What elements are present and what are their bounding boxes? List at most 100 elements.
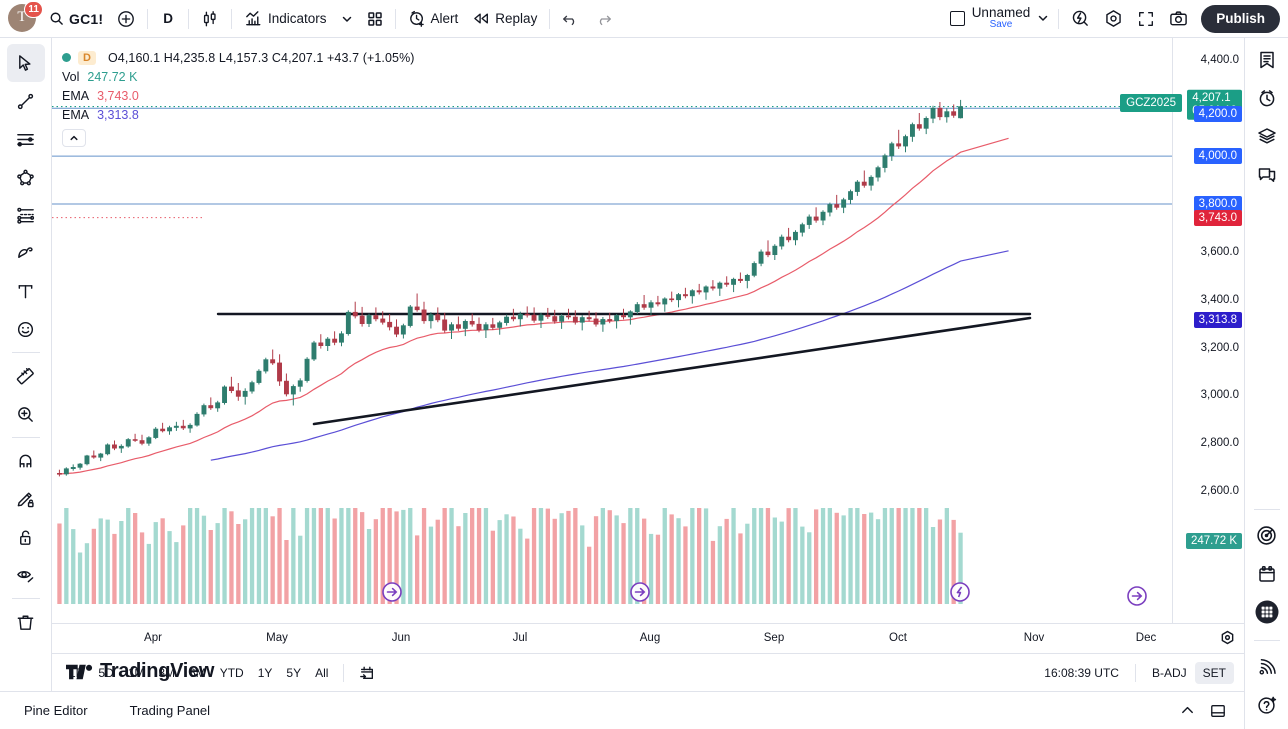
trend-line-tool[interactable] — [7, 82, 45, 120]
remove-drawings-tool[interactable] — [7, 603, 45, 641]
toolbar-divider — [188, 8, 189, 29]
volume-axis-tag[interactable]: 247.72 K — [1185, 533, 1242, 549]
price-tick-label: 4,400.0 — [1200, 54, 1239, 67]
redo-button[interactable] — [587, 5, 619, 33]
indicators-button[interactable]: Indicators — [237, 5, 334, 33]
range-5d[interactable]: 5D — [98, 665, 114, 680]
chart-area[interactable]: D O4,160.1 H4,235.8 L4,157.3 C4,207.1 +4… — [52, 38, 1244, 691]
range-5y[interactable]: 5Y — [286, 665, 302, 680]
help-question-icon[interactable] — [1249, 691, 1285, 719]
volume-value: 247.72 K — [87, 69, 138, 84]
text-tool[interactable] — [7, 272, 45, 310]
data-window-layers-icon[interactable] — [1249, 122, 1285, 150]
interval-button[interactable]: D — [153, 5, 183, 33]
interval-label: D — [163, 11, 173, 26]
range-3m[interactable]: 3M — [158, 665, 176, 680]
ema2-price-tag[interactable]: 3,313.8 — [1193, 312, 1242, 329]
legend-volume-row[interactable]: Vol 247.72 K — [62, 67, 415, 86]
ema1-label: EMA — [62, 88, 90, 103]
maximize-panel-icon[interactable] — [1210, 703, 1226, 719]
save-link[interactable]: Save — [989, 19, 1013, 31]
pitchfork-tool[interactable] — [7, 158, 45, 196]
right-sidebar — [1244, 38, 1288, 729]
emoji-tool[interactable] — [7, 310, 45, 348]
fullscreen-icon — [1137, 10, 1155, 28]
price-axis[interactable]: 4,400.0 4,200.0 4,000.0 3,800.0 3,600.0 3,400… — [1172, 38, 1244, 623]
calendar-icon[interactable] — [1249, 560, 1285, 588]
time-axis-settings-icon[interactable] — [1220, 630, 1235, 645]
range-6m[interactable]: 6M — [189, 665, 206, 680]
layout-save-button[interactable]: Unnamed Save — [946, 5, 1054, 31]
fullscreen-button[interactable] — [1130, 5, 1162, 33]
candlestick-icon — [201, 10, 219, 28]
price-pane[interactable] — [52, 38, 1172, 623]
price-level-tag-3800[interactable]: 3,800.0 — [1193, 195, 1242, 212]
range-1y[interactable]: 1Y — [257, 665, 273, 680]
future-replay-marker[interactable] — [1127, 586, 1147, 606]
time-tick-label: Nov — [1023, 632, 1045, 644]
chat-bubbles-icon[interactable] — [1249, 160, 1285, 188]
chart-canvas[interactable] — [52, 38, 1172, 623]
ideas-radar-icon[interactable] — [1249, 521, 1285, 549]
fib-retracement-tool[interactable] — [7, 196, 45, 234]
user-avatar[interactable]: T 11 — [8, 0, 43, 34]
time-tick-label: Jun — [391, 632, 411, 644]
range-1d[interactable]: 1D — [69, 665, 85, 680]
hide-drawings-tool[interactable] — [7, 556, 45, 594]
range-bar: 1D 5D 1M 3M 6M YTD 1Y 5Y All 16:08:39 UT… — [52, 653, 1244, 691]
drawing-mode-tool[interactable] — [7, 480, 45, 518]
price-level-tag-4000[interactable]: 4,000.0 — [1193, 148, 1242, 165]
symbol-status-dot — [62, 53, 71, 62]
add-symbol-button[interactable] — [110, 5, 142, 33]
magnet-tool[interactable] — [7, 442, 45, 480]
lock-drawings-tool[interactable] — [7, 518, 45, 556]
alert-button[interactable]: Alert — [401, 5, 466, 33]
notification-badge[interactable]: 11 — [24, 0, 43, 18]
apps-grid-icon[interactable] — [1249, 598, 1285, 626]
horizontal-lines-tool[interactable] — [7, 120, 45, 158]
toolbar-divider — [1058, 8, 1060, 29]
watchlist-icon[interactable] — [1249, 46, 1285, 74]
measure-tool[interactable] — [7, 357, 45, 395]
undo-button[interactable] — [555, 5, 587, 33]
tab-pine-editor[interactable]: Pine Editor — [24, 703, 88, 718]
chevron-up-icon[interactable] — [1179, 702, 1196, 719]
legend-ema1-row[interactable]: EMA 3,743.0 — [62, 86, 415, 105]
replay-button[interactable]: Replay — [465, 5, 544, 33]
broadcast-icon[interactable] — [1249, 653, 1285, 681]
symbol-search-button[interactable]: GC1! — [42, 5, 110, 33]
alerts-clock-icon[interactable] — [1249, 84, 1285, 112]
range-all[interactable]: All — [315, 665, 329, 680]
adjustment-button[interactable]: B-ADJ — [1151, 665, 1187, 680]
search-icon — [49, 11, 64, 26]
settings-button[interactable]: SET — [1194, 661, 1234, 684]
templates-button[interactable] — [360, 5, 390, 33]
legend-collapse-button[interactable] — [62, 129, 86, 147]
snapshot-button[interactable] — [1162, 5, 1195, 33]
range-ytd[interactable]: YTD — [219, 665, 244, 680]
tab-trading-panel[interactable]: Trading Panel — [129, 703, 211, 718]
brush-tool[interactable] — [7, 234, 45, 272]
quick-search-button[interactable] — [1064, 5, 1097, 33]
indicators-dropdown-button[interactable] — [334, 5, 360, 33]
volume-label: Vol — [62, 69, 80, 84]
zoom-in-tool[interactable] — [7, 395, 45, 433]
chevron-down-icon[interactable] — [1037, 12, 1049, 24]
goto-date-icon[interactable] — [352, 662, 382, 684]
chart-type-button[interactable] — [194, 5, 226, 33]
toolbar-divider — [549, 8, 551, 29]
cursor-tool[interactable] — [6, 44, 45, 82]
chart-settings-button[interactable] — [1097, 5, 1130, 33]
price-level-tag-4200[interactable]: 4,200.0 — [1193, 106, 1242, 123]
price-tick-label: 3,200.0 — [1200, 341, 1239, 354]
toolbar-divider — [11, 437, 40, 438]
contract-tag[interactable]: GCZ2025 — [1120, 93, 1182, 112]
sidebar-divider — [1253, 639, 1280, 641]
legend-symbol-row[interactable]: D O4,160.1 H4,235.8 L4,157.3 C4,207.1 +4… — [62, 48, 415, 67]
legend-ema2-row[interactable]: EMA 3,313.8 — [62, 105, 415, 124]
time-axis[interactable]: Apr May Jun Jul Aug Sep Oct Nov Dec — [52, 623, 1244, 653]
range-1m[interactable]: 1M — [127, 665, 145, 680]
layout-square-icon — [949, 10, 965, 26]
publish-button[interactable]: Publish — [1201, 4, 1280, 33]
ema1-price-tag[interactable]: 3,743.0 — [1193, 209, 1242, 226]
